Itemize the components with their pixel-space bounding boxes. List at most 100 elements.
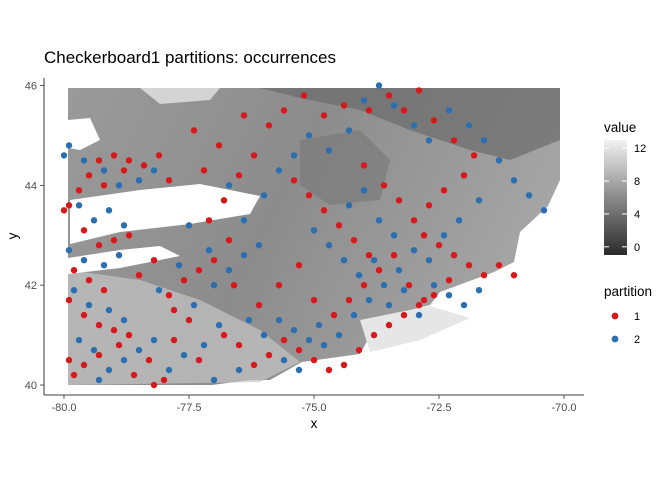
y-tick-label: 42 bbox=[25, 280, 37, 292]
point-partition-1 bbox=[95, 157, 103, 164]
x-tick-label: -75.0 bbox=[301, 402, 326, 414]
colorbar-legend: value 0 4 8 12 bbox=[604, 120, 646, 255]
point-partition-1 bbox=[240, 112, 248, 119]
point-partition-2 bbox=[135, 346, 143, 354]
point-partition-1 bbox=[185, 316, 193, 324]
point-partition-1 bbox=[205, 217, 213, 224]
point-partition-1 bbox=[415, 301, 423, 309]
point-partition-1 bbox=[100, 182, 108, 189]
point-partition-1 bbox=[150, 381, 158, 389]
point-partition-2 bbox=[275, 316, 283, 324]
point-partition-2 bbox=[410, 247, 418, 254]
point-partition-1 bbox=[110, 326, 118, 334]
point-partition-1 bbox=[295, 262, 303, 269]
point-partition-2 bbox=[305, 336, 313, 344]
point-partition-2 bbox=[280, 356, 288, 364]
point-partition-1 bbox=[115, 341, 123, 349]
point-partition-2 bbox=[475, 197, 483, 204]
point-partition-1 bbox=[250, 361, 258, 369]
point-partition-2 bbox=[210, 282, 218, 289]
point-partition-2 bbox=[395, 267, 403, 274]
point-partition-1 bbox=[360, 282, 368, 289]
point-partition-2 bbox=[290, 326, 298, 334]
point-partition-1 bbox=[215, 142, 223, 149]
point-partition-2 bbox=[340, 257, 348, 264]
point-partition-1 bbox=[65, 356, 73, 364]
point-partition-1 bbox=[380, 182, 388, 189]
point-partition-1 bbox=[385, 92, 393, 99]
point-partition-2 bbox=[370, 257, 378, 264]
point-partition-1 bbox=[70, 267, 78, 274]
point-partition-1 bbox=[420, 296, 428, 304]
point-partition-2 bbox=[360, 97, 368, 104]
point-partition-1 bbox=[290, 177, 298, 184]
point-partition-1 bbox=[195, 356, 203, 364]
point-partition-1 bbox=[395, 197, 403, 204]
y-tick-label: 40 bbox=[25, 380, 37, 392]
point-partition-2 bbox=[495, 157, 503, 164]
point-partition-2 bbox=[365, 296, 373, 304]
point-partition-1 bbox=[125, 331, 133, 339]
point-partition-2 bbox=[120, 222, 128, 229]
colorbar-tick-label: 12 bbox=[634, 143, 646, 155]
point-partition-2 bbox=[430, 282, 438, 289]
y-tick-label: 44 bbox=[25, 180, 37, 192]
point-partition-1 bbox=[180, 277, 188, 284]
point-partition-2 bbox=[445, 292, 453, 299]
point-partition-2 bbox=[350, 311, 358, 319]
partition-legend: partition 1 2 bbox=[604, 284, 652, 346]
colorbar-gradient bbox=[604, 140, 627, 255]
point-partition-2 bbox=[400, 287, 408, 294]
point-partition-1 bbox=[100, 287, 108, 294]
point-partition-1 bbox=[330, 311, 338, 319]
point-partition-2 bbox=[100, 167, 108, 174]
point-partition-1 bbox=[400, 107, 408, 114]
point-partition-2 bbox=[225, 182, 233, 189]
point-partition-1 bbox=[155, 152, 163, 159]
point-partition-1 bbox=[265, 122, 273, 129]
colorbar-tick-label: 4 bbox=[634, 209, 640, 221]
point-partition-2 bbox=[105, 207, 113, 214]
point-partition-1 bbox=[430, 292, 438, 299]
point-partition-1 bbox=[305, 192, 313, 199]
point-partition-1 bbox=[225, 237, 233, 244]
point-partition-1 bbox=[390, 252, 398, 259]
point-partition-2 bbox=[85, 301, 93, 309]
point-partition-1 bbox=[95, 351, 103, 359]
point-partition-1 bbox=[445, 277, 453, 284]
point-partition-2 bbox=[210, 376, 218, 384]
x-tick-label: -77.5 bbox=[176, 402, 201, 414]
point-partition-2 bbox=[245, 316, 253, 324]
point-partition-2 bbox=[440, 232, 448, 239]
point-partition-1 bbox=[230, 282, 238, 289]
point-partition-1 bbox=[320, 112, 328, 119]
point-partition-1 bbox=[220, 197, 228, 204]
point-partition-1 bbox=[80, 361, 88, 369]
point-partition-2 bbox=[90, 346, 98, 354]
point-partition-2 bbox=[360, 187, 368, 194]
point-partition-2 bbox=[95, 376, 103, 384]
point-partition-2 bbox=[115, 182, 123, 189]
point-partition-1 bbox=[235, 341, 243, 349]
point-partition-1 bbox=[70, 371, 78, 379]
point-partition-1 bbox=[470, 152, 478, 159]
point-partition-2 bbox=[100, 262, 108, 269]
point-partition-1 bbox=[345, 296, 353, 304]
point-partition-1 bbox=[130, 371, 138, 379]
point-partition-1 bbox=[425, 202, 433, 209]
point-partition-2 bbox=[335, 331, 343, 339]
point-partition-1 bbox=[495, 262, 503, 269]
point-partition-1 bbox=[80, 227, 88, 234]
point-partition-1 bbox=[265, 351, 273, 359]
point-partition-1 bbox=[65, 202, 73, 209]
point-partition-1 bbox=[65, 296, 73, 304]
x-tick-label: -70.0 bbox=[551, 402, 576, 414]
point-partition-2 bbox=[80, 157, 88, 164]
y-axis-label: y bbox=[5, 232, 20, 239]
point-partition-1 bbox=[235, 172, 243, 179]
point-partition-2 bbox=[120, 316, 128, 324]
point-partition-2 bbox=[380, 282, 388, 289]
point-partition-1 bbox=[450, 137, 458, 144]
point-partition-2 bbox=[275, 167, 283, 174]
point-partition-1 bbox=[450, 252, 458, 259]
